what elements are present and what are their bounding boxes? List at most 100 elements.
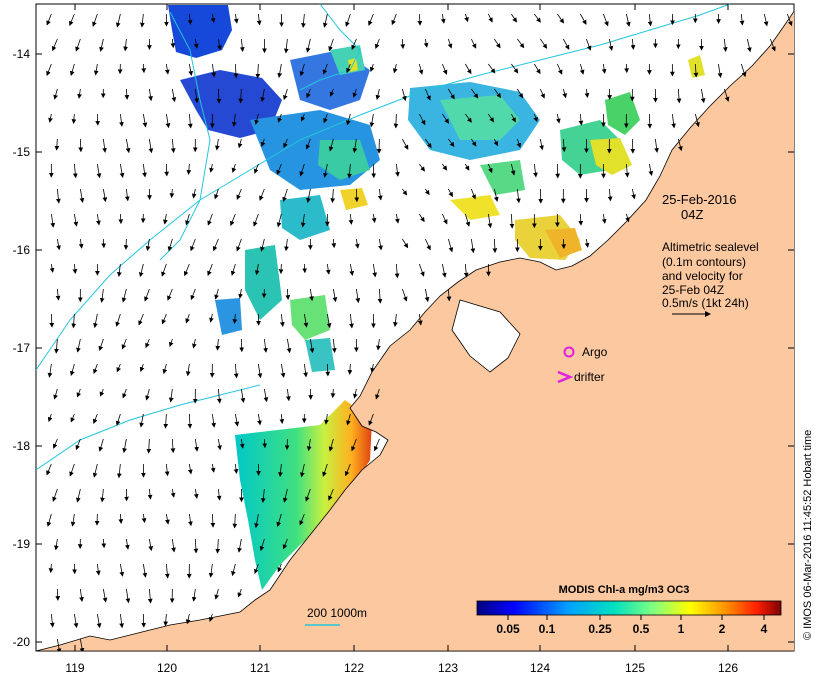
velocity-arrow [323,113,328,124]
velocity-arrow [470,188,476,200]
velocity-arrow [170,438,176,454]
velocity-arrow [446,288,452,302]
velocity-arrow [142,113,148,128]
velocity-arrow [161,263,167,277]
velocity-arrow [54,138,60,151]
velocity-arrow [354,238,360,249]
velocity-arrow [584,88,590,98]
velocity-scale-label: 0.5m/s (1kt 24h) [662,296,749,310]
velocity-arrow [116,463,122,479]
velocity-arrow [601,63,607,74]
velocity-arrow [193,538,199,554]
lat-tick-label: -19 [13,537,31,551]
velocity-arrow [302,263,308,274]
velocity-arrow [214,288,219,300]
velocity-arrow [210,513,216,528]
drifter-marker [557,370,574,384]
velocity-arrow [146,438,152,454]
velocity-arrow [393,113,399,129]
velocity-arrow [190,288,196,301]
velocity-arrow [425,138,432,149]
velocity-arrow [238,88,244,104]
altimetry-line: Altimetric sealevel [662,240,759,254]
velocity-arrow [630,138,636,154]
velocity-arrow [326,313,332,329]
velocity-arrow [625,13,631,27]
velocity-arrow [348,213,354,225]
velocity-arrow [98,338,104,352]
time-label: 04Z [681,207,703,222]
velocity-arrow [463,263,469,278]
velocity-arrow [257,413,262,426]
velocity-arrow [540,38,548,49]
velocity-arrow [441,63,448,75]
velocity-arrow [254,263,260,276]
velocity-arrow [746,38,752,53]
velocity-arrow [351,438,357,452]
velocity-arrow [786,13,793,27]
velocity-arrow [739,13,745,26]
velocity-arrow [122,388,127,399]
velocity-arrow [328,438,334,452]
velocity-arrow [630,38,636,50]
velocity-arrow [419,113,426,126]
velocity-arrow [447,38,453,49]
velocity-arrow [216,488,222,501]
velocity-arrow [49,313,55,328]
colorbar-tick-label: 4 [761,622,768,636]
velocity-arrow [464,13,469,23]
velocity-arrow [48,113,53,123]
velocity-arrow [511,63,519,74]
velocity-arrow [69,363,75,376]
velocity-arrow [73,213,79,227]
velocity-arrow [96,213,101,226]
lat-tick-label: -20 [13,635,31,649]
lon-tick-label: 120 [157,661,177,675]
velocity-arrow [77,88,82,99]
velocity-arrow [254,563,259,575]
velocity-arrow [375,388,380,400]
lon-tick-label: 124 [530,661,550,675]
velocity-arrow [332,288,338,303]
velocity-arrow [418,63,424,75]
velocity-arrow [215,338,221,351]
velocity-arrow [170,38,176,49]
velocity-arrow [282,188,288,203]
velocity-arrow [419,163,425,172]
velocity-arrow [139,413,145,428]
velocity-arrow [400,38,406,50]
velocity-arrow [208,613,214,623]
velocity-arrow [92,463,98,478]
velocity-arrow [352,88,358,98]
velocity-arrow [676,88,682,104]
velocity-arrow [165,513,170,525]
velocity-arrow [283,38,289,54]
depth-contour-label: 200 1000m [307,606,367,620]
velocity-arrow [346,63,351,74]
velocity-arrow [102,138,107,153]
velocity-arrow [47,363,53,378]
chlorophyll-north [168,5,705,372]
velocity-arrow [349,263,355,276]
velocity-arrow [465,63,472,75]
velocity-arrow [119,613,124,629]
velocity-arrow [423,38,429,48]
velocity-arrow [585,38,592,51]
velocity-arrow [424,238,431,251]
velocity-arrow [471,88,479,99]
velocity-arrow [230,263,236,276]
colorbar-tick-label: 0.25 [588,622,612,636]
velocity-arrow [306,438,312,452]
velocity-arrow [163,613,169,627]
velocity-arrow [125,588,131,604]
velocity-arrow [145,388,150,401]
velocity-arrow [233,463,239,474]
velocity-arrow [115,413,121,426]
velocity-arrow [139,363,145,372]
velocity-arrow [209,313,214,323]
velocity-arrow [69,463,75,477]
velocity-arrow [191,588,197,602]
velocity-arrow [95,563,101,576]
velocity-arrow [254,513,259,529]
velocity-arrow [328,138,334,152]
